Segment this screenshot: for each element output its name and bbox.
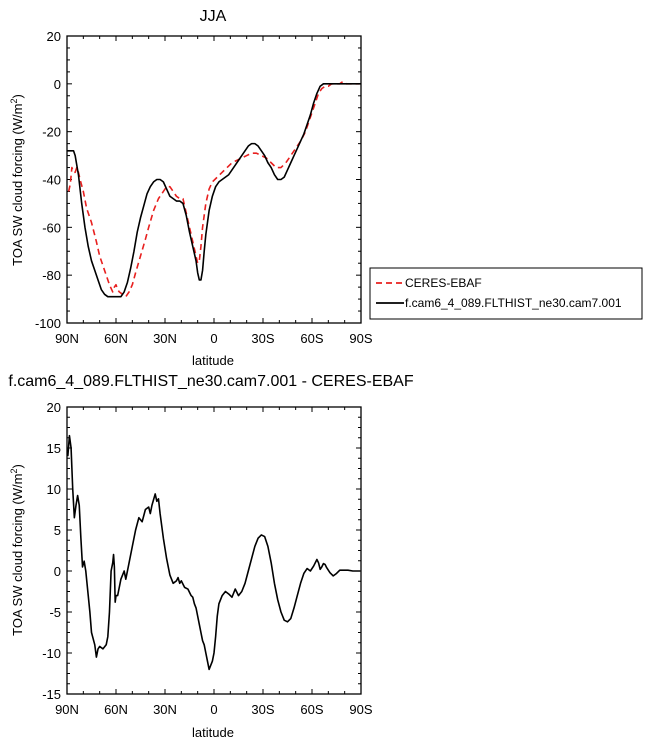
top-panel-ytick-label: -40 bbox=[42, 173, 61, 188]
bottom-panel-ytick-label: 0 bbox=[54, 564, 61, 579]
top-panel-ytick-label: -20 bbox=[42, 125, 61, 140]
bottom-panel-xtick-label: 30S bbox=[251, 702, 274, 717]
top-panel-xtick-label: 60N bbox=[104, 331, 128, 346]
top-panel-ylabel: TOA SW cloud forcing (W/m2) bbox=[9, 94, 25, 266]
bottom-panel-xtick-label: 90S bbox=[349, 702, 372, 717]
top-panel-ytick-label: -80 bbox=[42, 268, 61, 283]
bottom-panel-series-lines bbox=[67, 434, 361, 671]
bottom-panel-ylabel: TOA SW cloud forcing (W/m2) bbox=[9, 464, 25, 636]
top-panel-ytick-label: 0 bbox=[54, 77, 61, 92]
top-panel-xtick-label: 0 bbox=[210, 331, 217, 346]
legend-box bbox=[369, 267, 643, 320]
top-panel-xtick-label: 30N bbox=[153, 331, 177, 346]
bottom-panel-ytick-label: -10 bbox=[42, 646, 61, 661]
top-panel: JJA latitude TOA SW cloud forcing (W/m2)… bbox=[9, 8, 373, 368]
top-panel-frame bbox=[66, 35, 362, 324]
top-panel-xtick-label: 60S bbox=[300, 331, 323, 346]
bottom-panel-frame bbox=[66, 406, 362, 695]
top-panel-axes: 90N 60N 30N 0 30S 60S 90S 20 0 -20 -40 -60 -80 -100 bbox=[35, 29, 373, 346]
bottom-panel-xtick-label: 90N bbox=[55, 702, 79, 717]
top-panel-ytick-label: 20 bbox=[47, 29, 61, 44]
bottom-panel-xlabel: latitude bbox=[192, 725, 234, 740]
bottom-panel-ytick-label: 15 bbox=[47, 441, 61, 456]
top-panel-ytick-label: -100 bbox=[35, 316, 61, 331]
legend-label-model: f.cam6_4_089.FLTHIST_ne30.cam7.001 bbox=[405, 296, 622, 310]
bottom-panel-ytick-label: -15 bbox=[42, 687, 61, 702]
top-panel-series-lines bbox=[67, 80, 361, 298]
top-panel-series-line-0 bbox=[67, 80, 360, 298]
top-panel-title: JJA bbox=[200, 8, 227, 25]
bottom-panel-xtick-label: 0 bbox=[210, 702, 217, 717]
top-panel-xtick-label: 30S bbox=[251, 331, 274, 346]
bottom-panel-title: f.cam6_4_089.FLTHIST_ne30.cam7.001 - CER… bbox=[8, 373, 413, 390]
bottom-panel-series-line-0 bbox=[67, 434, 361, 671]
top-panel-series-line-1 bbox=[67, 83, 361, 298]
top-panel-xlabel: latitude bbox=[192, 353, 234, 368]
top-panel-xtick-label: 90N bbox=[55, 331, 79, 346]
bottom-panel: f.cam6_4_089.FLTHIST_ne30.cam7.001 - CER… bbox=[8, 373, 413, 740]
bottom-panel-ytick-label: 10 bbox=[47, 482, 61, 497]
top-panel-ytick-label: -60 bbox=[42, 220, 61, 235]
bottom-panel-ytick-label: -5 bbox=[49, 605, 61, 620]
legend-label-ceres: CERES-EBAF bbox=[405, 276, 482, 290]
legend: CERES-EBAF f.cam6_4_089.FLTHIST_ne30.cam… bbox=[369, 267, 643, 320]
bottom-panel-ytick-label: 5 bbox=[54, 523, 61, 538]
bottom-panel-ytick-label: 20 bbox=[47, 400, 61, 415]
bottom-panel-xtick-label: 30N bbox=[153, 702, 177, 717]
bottom-panel-xtick-label: 60N bbox=[104, 702, 128, 717]
top-panel-xtick-label: 90S bbox=[349, 331, 372, 346]
bottom-panel-axes: 90N 60N 30N 0 30S 60S 90S 20 15 10 5 0 -5 -10 -15 bbox=[42, 400, 373, 717]
bottom-panel-xtick-label: 60S bbox=[300, 702, 323, 717]
